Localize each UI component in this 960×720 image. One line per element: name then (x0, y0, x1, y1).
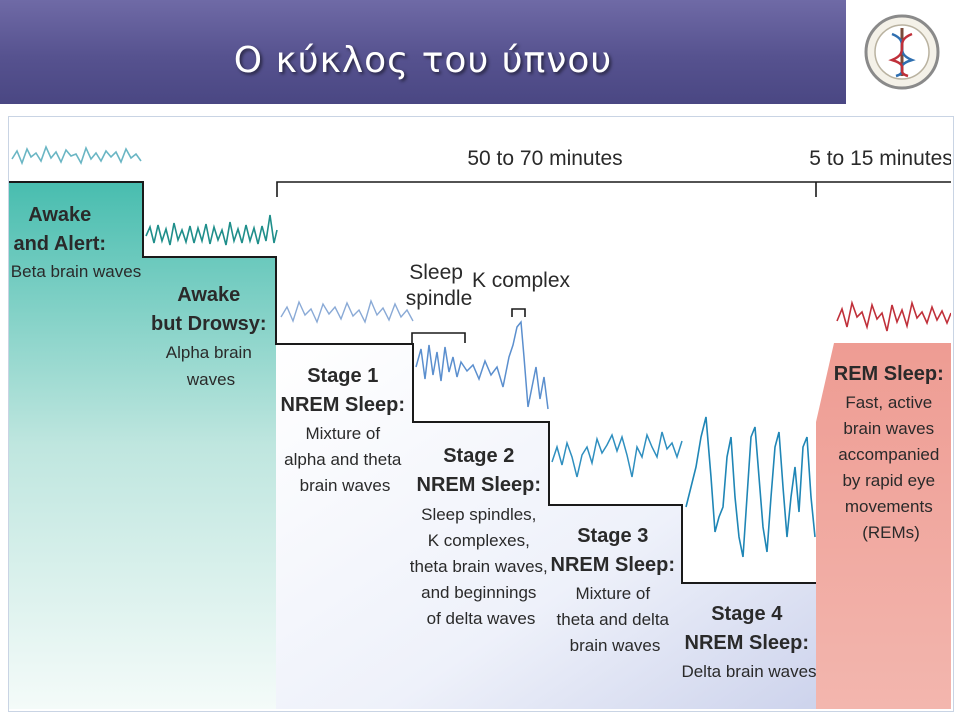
stage3-label: Stage 3 NREM Sleep: Mixture of theta and… (551, 525, 680, 655)
stage1-desc-2: alpha and theta (284, 450, 402, 469)
awake-alert-title-1: Awake (28, 204, 91, 226)
rem-title-1: REM Sleep: (834, 363, 944, 385)
rem-desc-5: movements (845, 497, 933, 516)
sleep-depth-line (9, 181, 816, 584)
rem-desc-2: brain waves (843, 419, 934, 438)
awake-drowsy-title-1: Awake (177, 284, 240, 306)
rem-region (816, 343, 951, 709)
awake-alert-label: Awake and Alert: Beta brain waves (11, 204, 141, 281)
stage1-desc-3: brain waves (300, 476, 391, 495)
stage3-title-1: Stage 3 (577, 525, 648, 547)
stage2-desc-1: Sleep spindles, (421, 505, 536, 524)
rem-duration: 5 to 15 minutes (809, 147, 951, 170)
alpha-wave (145, 214, 278, 246)
awake-alert-desc-1: Beta brain waves (11, 262, 141, 281)
stage1-title-1: Stage 1 (307, 365, 378, 387)
logo-area (846, 0, 960, 104)
sleep-spindle-bracket (411, 332, 466, 343)
stage1-label: Stage 1 NREM Sleep: Mixture of alpha and… (281, 365, 410, 495)
slide-title: Ο κύκλος του ύπνου (233, 40, 613, 81)
sleep-spindle-label: Sleep spindle (406, 261, 473, 310)
stage2-desc-2: K complexes, (428, 531, 530, 550)
stage1-desc-1: Mixture of (305, 424, 380, 443)
awake-drowsy-desc-1: Alpha brain (166, 343, 252, 362)
sleep-spindle-line2: spindle (406, 287, 473, 310)
stage2-label: Stage 2 NREM Sleep: Sleep spindles, K co… (410, 445, 552, 628)
rem-label: REM Sleep: Fast, active brain waves acco… (834, 363, 948, 542)
stage3-wave (551, 431, 683, 478)
stage4-title-2: NREM Sleep: (685, 632, 809, 654)
awake-drowsy-title-2: but Drowsy: (151, 313, 267, 335)
awake-region (9, 182, 276, 709)
rem-desc-3: accompanied (838, 445, 939, 464)
stage4-label: Stage 4 NREM Sleep: Delta brain waves (681, 603, 816, 681)
stage3-desc-1: Mixture of (575, 584, 650, 603)
stage2-title-2: NREM Sleep: (417, 474, 541, 496)
sleep-cycle-diagram: 50 to 70 minutes 5 to 15 minutes Sleep s… (9, 144, 951, 709)
duration-bracket (276, 181, 951, 197)
rem-desc-1: Fast, active (845, 393, 932, 412)
stage3-desc-3: brain waves (570, 636, 661, 655)
title-banner (0, 0, 846, 104)
nrem-duration: 50 to 70 minutes (467, 147, 622, 170)
rem-desc-4: by rapid eye (842, 471, 935, 490)
delta-wave (685, 416, 816, 558)
nrem-region (276, 344, 816, 709)
stage1-title-2: NREM Sleep: (281, 394, 405, 416)
stage2-desc-5: of delta waves (427, 609, 536, 628)
stage2-desc-3: theta brain waves, (410, 557, 548, 576)
sleep-spindle-line1: Sleep (409, 261, 463, 284)
k-complex-label: K complex (472, 269, 571, 292)
rem-desc-6: (REMs) (862, 523, 920, 542)
stage3-title-2: NREM Sleep: (551, 554, 675, 576)
stage2-title-1: Stage 2 (443, 445, 514, 467)
beta-wave (11, 144, 142, 166)
awake-drowsy-desc-2: waves (186, 370, 235, 389)
stage2-wave (415, 320, 549, 410)
awake-alert-title-2: and Alert: (13, 233, 106, 255)
awake-drowsy-label: Awake but Drowsy: Alpha brain waves (151, 284, 271, 389)
stage1-wave (280, 298, 414, 324)
stage4-title-1: Stage 4 (711, 603, 783, 625)
k-complex-bracket (511, 308, 526, 317)
stage3-desc-2: theta and delta (557, 610, 670, 629)
institution-logo (864, 14, 940, 90)
rem-wave (836, 299, 951, 332)
stage2-desc-4: and beginnings (421, 583, 536, 602)
stage4-desc-1: Delta brain waves (681, 662, 816, 681)
